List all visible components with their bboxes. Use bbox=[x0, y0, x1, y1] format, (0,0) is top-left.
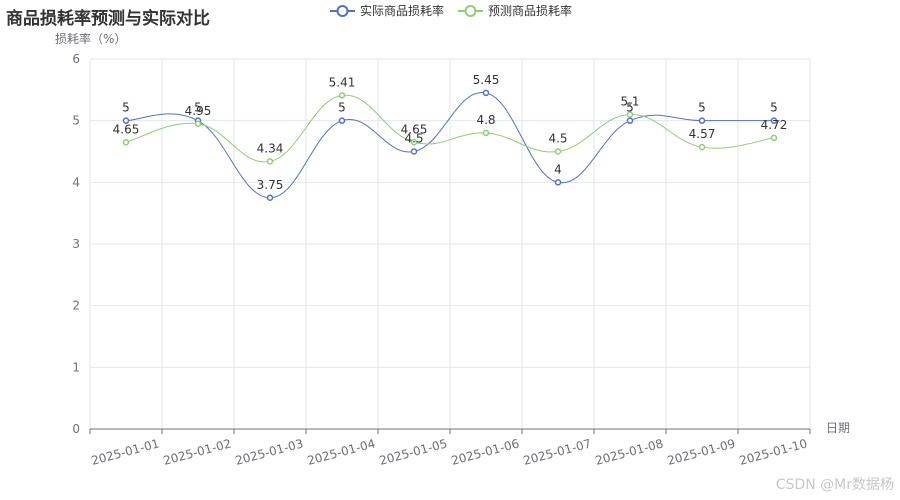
y-tick-label: 3 bbox=[72, 237, 80, 251]
grid-lines bbox=[89, 58, 811, 429]
x-tick-label: 2025-01-04 bbox=[306, 436, 377, 468]
y-tick-label: 4 bbox=[72, 175, 80, 189]
data-point[interactable] bbox=[770, 134, 778, 142]
y-tick-label: 6 bbox=[72, 52, 80, 66]
data-point[interactable] bbox=[770, 117, 778, 124]
x-tick-label: 2025-01-07 bbox=[522, 436, 593, 468]
data-point[interactable] bbox=[554, 179, 562, 186]
data-point[interactable] bbox=[482, 129, 490, 137]
x-axis-name: 日期 bbox=[826, 421, 850, 435]
data-point[interactable] bbox=[410, 139, 418, 146]
series-line-actual bbox=[125, 92, 774, 199]
legend-label: 实际商品损耗率 bbox=[360, 3, 444, 18]
data-point[interactable] bbox=[122, 139, 130, 146]
legend-item-predicted[interactable]: 预测商品损耗率 bbox=[458, 3, 572, 18]
data-label: 4.65 bbox=[113, 122, 140, 136]
x-tick-label: 2025-01-03 bbox=[234, 436, 305, 468]
legend-marker-icon bbox=[336, 5, 349, 17]
data-point[interactable] bbox=[266, 194, 274, 201]
data-label: 5 bbox=[698, 101, 706, 115]
data-point[interactable] bbox=[698, 117, 706, 124]
data-label: 4.95 bbox=[185, 104, 212, 118]
legend-marker-icon bbox=[464, 5, 477, 17]
data-point[interactable] bbox=[482, 89, 490, 97]
data-point[interactable] bbox=[410, 148, 418, 155]
data-point[interactable] bbox=[554, 148, 562, 155]
x-tick-label: 2025-01-06 bbox=[450, 436, 521, 468]
data-label: 5 bbox=[194, 101, 202, 115]
data-label: 3.75 bbox=[257, 178, 284, 192]
data-label: 5.45 bbox=[473, 73, 500, 87]
data-label: 4.5 bbox=[404, 132, 423, 146]
data-point[interactable] bbox=[122, 117, 130, 124]
watermark: CSDN @Mr数据杨 bbox=[775, 477, 894, 493]
data-point[interactable] bbox=[338, 117, 346, 124]
y-axis-name: 损耗率（%） bbox=[55, 31, 126, 46]
x-tick-label: 2025-01-02 bbox=[162, 436, 233, 468]
data-point[interactable] bbox=[626, 111, 634, 118]
chart-title: 商品损耗率预测与实际对比 bbox=[6, 9, 210, 29]
legend-label: 预测商品损耗率 bbox=[488, 3, 572, 18]
series-layer bbox=[122, 89, 778, 201]
data-label: 4.5 bbox=[548, 132, 567, 146]
y-tick-label: 1 bbox=[72, 360, 80, 374]
x-tick-label: 2025-01-05 bbox=[378, 436, 449, 468]
y-tick-label: 5 bbox=[72, 114, 80, 128]
data-point[interactable] bbox=[626, 117, 634, 124]
series-line-predicted bbox=[125, 94, 775, 163]
data-label: 5.41 bbox=[329, 75, 356, 89]
data-point[interactable] bbox=[338, 92, 346, 99]
data-label: 5 bbox=[122, 101, 130, 115]
data-label: 5 bbox=[338, 101, 346, 115]
data-point[interactable] bbox=[194, 120, 202, 127]
legend: 实际商品损耗率 预测商品损耗率 bbox=[330, 3, 572, 18]
data-point[interactable] bbox=[266, 158, 274, 165]
data-label: 4.8 bbox=[476, 113, 495, 127]
x-tick-label: 2025-01-10 bbox=[738, 436, 809, 468]
data-point[interactable] bbox=[698, 143, 706, 151]
data-label: 5 bbox=[626, 101, 634, 115]
data-label: 5 bbox=[770, 101, 778, 115]
y-tick-label: 2 bbox=[72, 299, 80, 313]
legend-item-actual[interactable]: 实际商品损耗率 bbox=[330, 3, 444, 18]
data-label: 4.57 bbox=[689, 127, 716, 141]
data-label: 4.65 bbox=[401, 122, 428, 136]
y-tick-label: 0 bbox=[72, 422, 80, 436]
data-label: 4 bbox=[554, 162, 562, 176]
data-label: 4.72 bbox=[761, 118, 788, 132]
data-label: 5.1 bbox=[620, 95, 639, 109]
x-tick-label: 2025-01-09 bbox=[666, 436, 737, 468]
x-tick-label: 2025-01-01 bbox=[90, 436, 161, 468]
x-tick-label: 2025-01-08 bbox=[594, 436, 665, 468]
data-label: 4.34 bbox=[257, 141, 284, 155]
